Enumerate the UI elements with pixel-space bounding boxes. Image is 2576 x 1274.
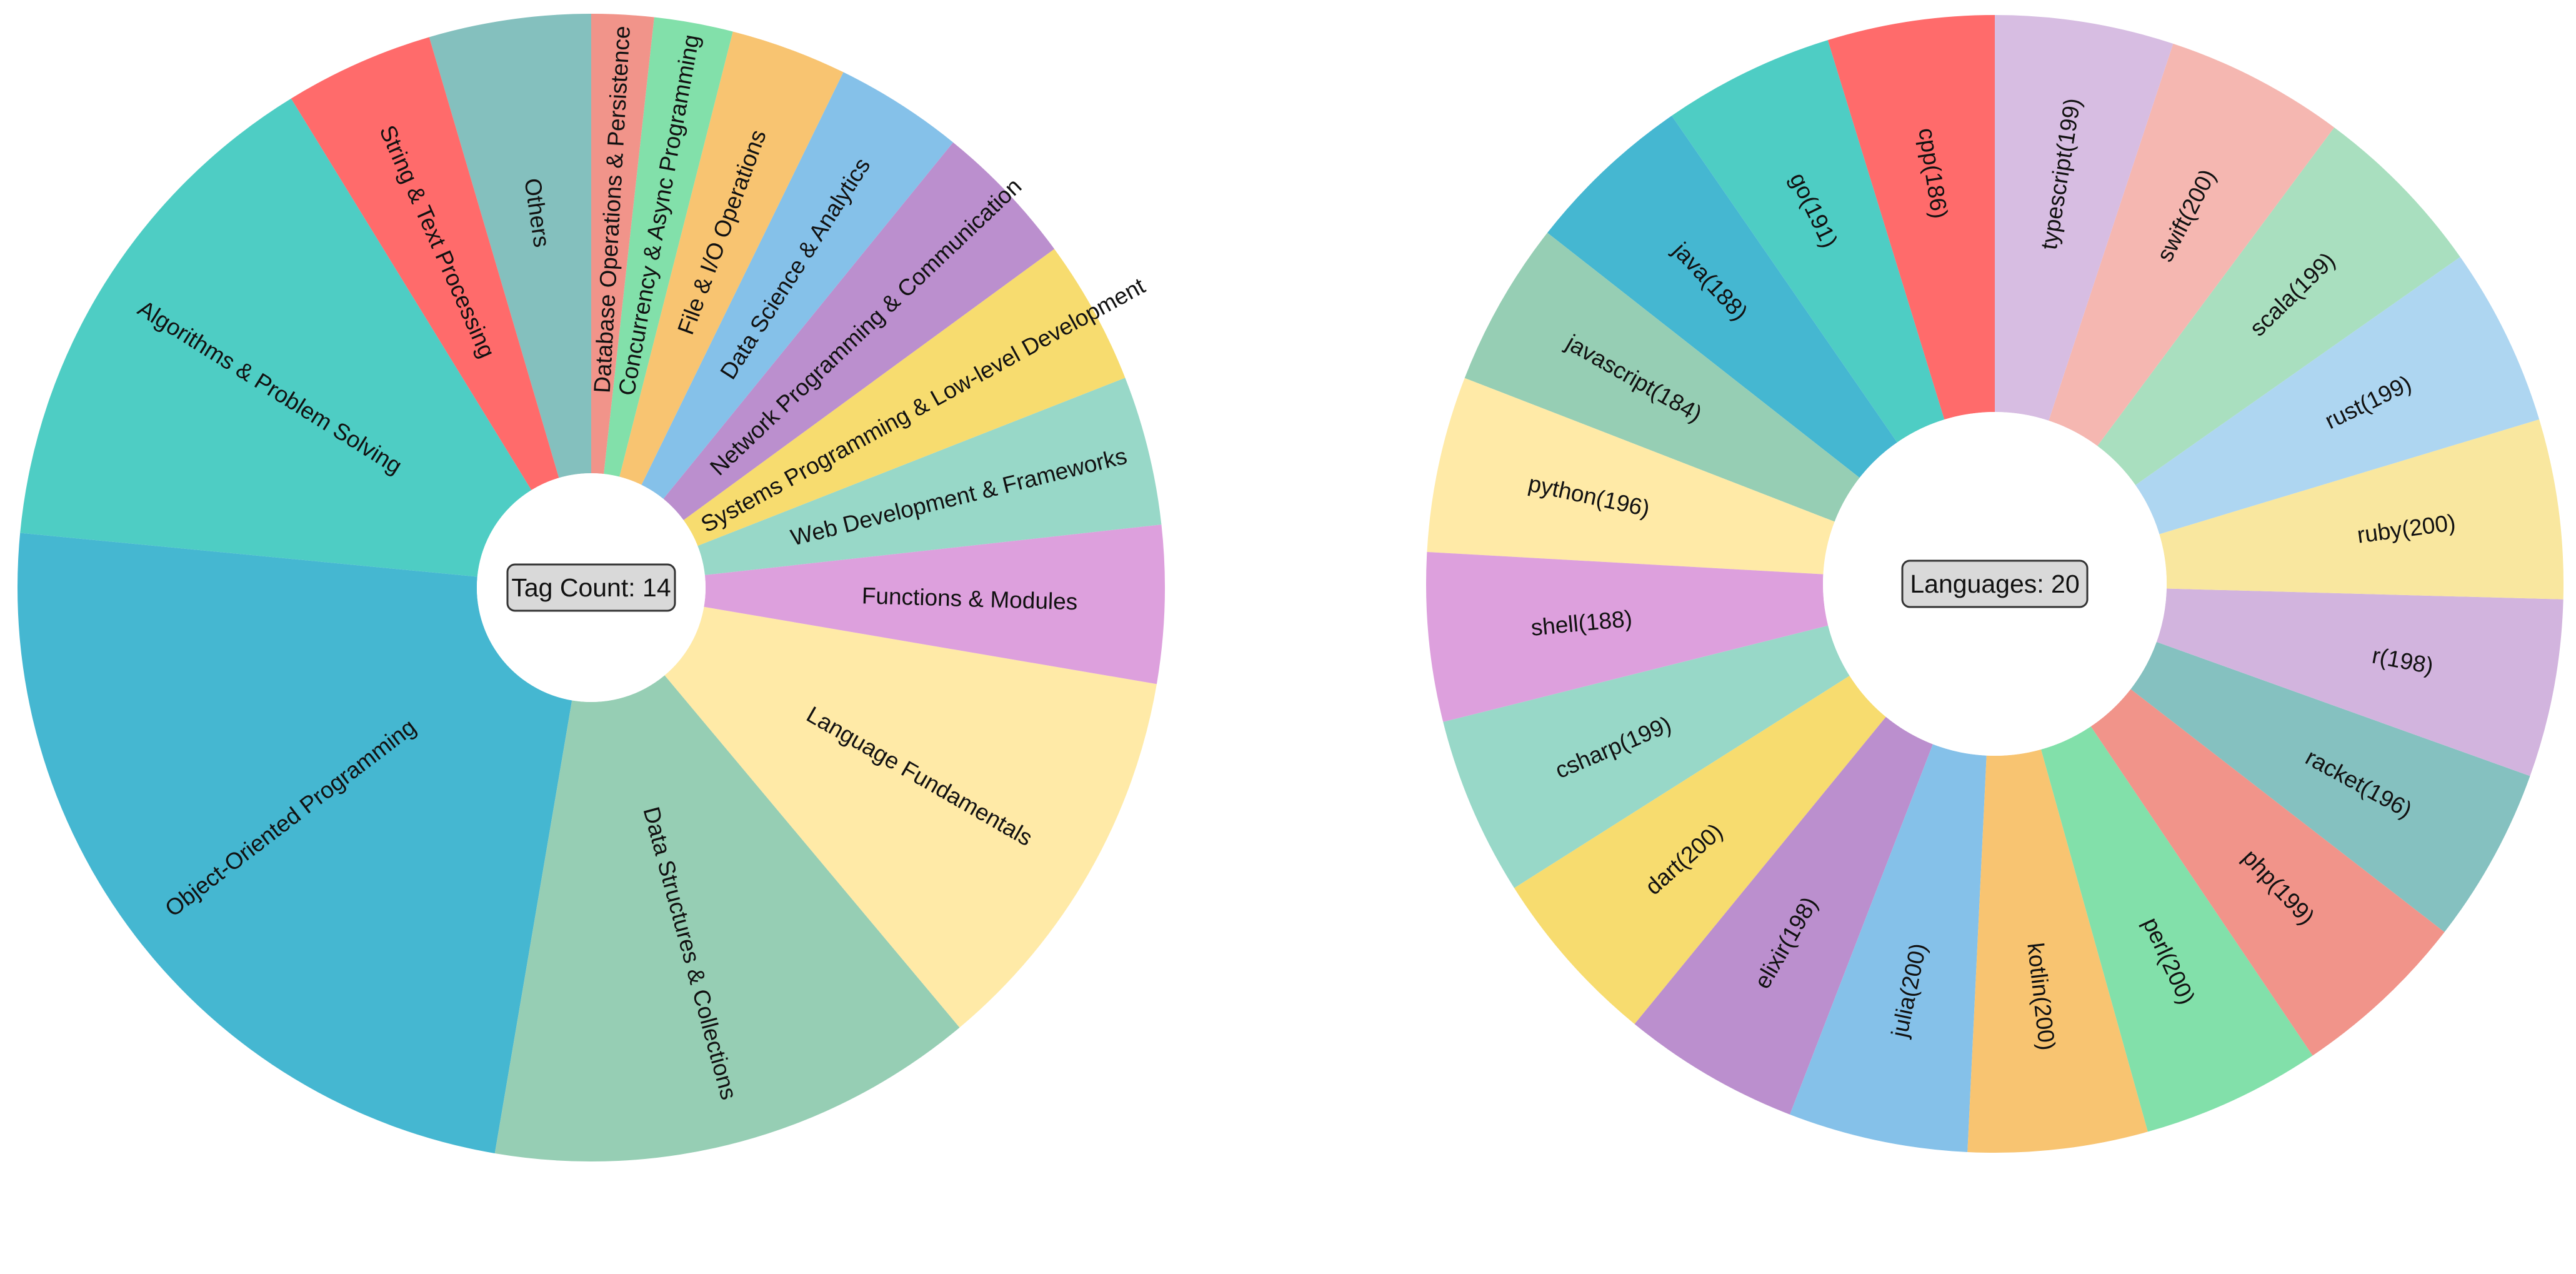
center-label: Tag Count: 14 [511,573,671,602]
pie-slice [1547,116,1897,478]
pie-slice [291,37,559,491]
center-label: Languages: 20 [1910,569,2079,598]
pie-slice [494,675,960,1161]
pie-slice [604,17,733,477]
pie-slice [591,14,654,474]
donut-chart-2: cpp(186)go(191)java(188)javascript(184)p… [1426,15,2564,1153]
pie-slice [2090,689,2445,1056]
pie-slice [2156,588,2564,776]
slice-label: Functions & Modules [861,583,1078,614]
center-label-box [506,563,676,612]
pie-slice [1790,744,1987,1152]
pie-slice [17,533,572,1153]
pie-slice [1671,40,1945,443]
pie-slice [20,98,532,577]
pie-slice [1967,749,2148,1153]
pie-slice [1995,15,2174,421]
pie-slice [1464,233,1860,522]
pie-slice [429,14,591,478]
pie-slice [2049,43,2335,446]
pie-slice [2097,127,2460,485]
pie-slice [619,31,844,485]
pie-slice [663,142,1055,521]
pie-slice [1827,15,1995,420]
pie-slice [697,378,1162,575]
pie-slice [2041,726,2313,1132]
pie-slice [1426,551,1829,722]
pie-slice [1443,625,1850,888]
pie-slice [664,606,1157,1028]
pie-slice [2159,419,2564,599]
pie-slice [1514,676,1886,1025]
pie-slice [2135,256,2540,534]
pie-slice [641,72,954,499]
pie-slice [683,249,1126,546]
pie-slice [1634,716,1933,1115]
center-label-box [1901,559,2089,608]
pie-slice [1427,378,1835,574]
pie-slice [704,524,1165,685]
pie-slice [2130,641,2530,933]
